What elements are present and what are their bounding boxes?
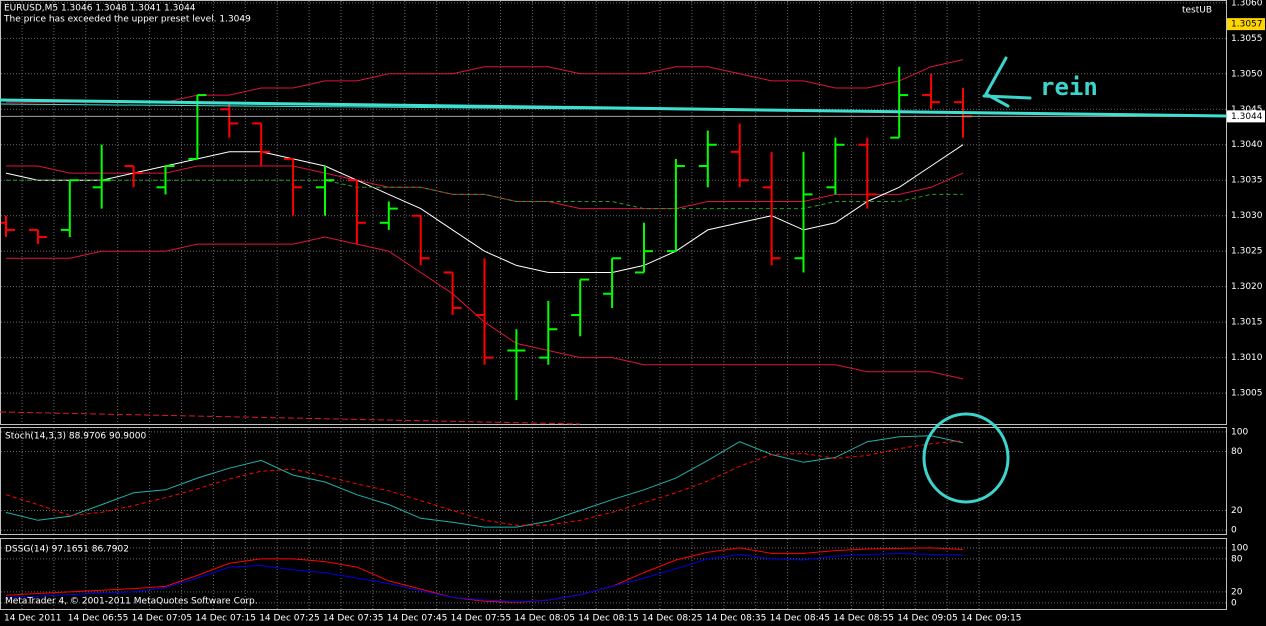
indicator-title: DSSG(14) 97.1651 86.7902 <box>5 545 129 555</box>
y-tick-label: 80 <box>1231 447 1243 457</box>
y-tick-label: 1.3005 <box>1231 389 1263 399</box>
y-tick-label: 100 <box>1231 543 1248 553</box>
x-tick-label: 14 Dec 07:25 <box>259 614 320 624</box>
last-price-label: 1.3044 <box>1231 112 1263 122</box>
x-tick-label: 14 Dec 2011 <box>4 614 62 624</box>
x-tick-label: 14 Dec 09:05 <box>897 614 958 624</box>
indicator-line <box>5 440 964 526</box>
indicator-line <box>5 435 964 528</box>
y-tick-label: 1.3010 <box>1231 353 1263 363</box>
y-tick-label: 0 <box>1231 526 1237 536</box>
y-tick-label: 1.3045 <box>1231 105 1263 115</box>
x-tick-label: 14 Dec 08:15 <box>578 614 639 624</box>
alert-level-box <box>1227 18 1265 31</box>
trend-line <box>0 103 961 113</box>
x-tick-label: 14 Dec 07:05 <box>132 614 193 624</box>
y-tick-label: 1.3040 <box>1231 140 1263 150</box>
chart-subtitle: The price has exceeded the upper preset … <box>3 15 251 25</box>
hand-note: rein <box>1040 73 1098 101</box>
dssg-panel-frame <box>0 538 1227 610</box>
y-tick-label: 20 <box>1231 587 1243 597</box>
y-tick-label: 1.3015 <box>1231 318 1263 328</box>
y-tick-label: 0 <box>1231 598 1237 608</box>
y-tick-label: 20 <box>1231 506 1243 516</box>
y-tick-label: 1.3035 <box>1231 176 1263 186</box>
indicator-title: Stoch(14,3,3) 88.9706 90.9000 <box>5 432 146 442</box>
trend-line <box>0 98 1227 118</box>
x-tick-label: 14 Dec 06:55 <box>68 614 129 624</box>
y-tick-label: 100 <box>1231 427 1248 437</box>
y-tick-label: 1.3025 <box>1231 247 1263 257</box>
indicator-line <box>5 552 964 603</box>
x-tick-label: 14 Dec 07:35 <box>323 614 384 624</box>
x-tick-label: 14 Dec 08:05 <box>514 614 575 624</box>
x-tick-label: 14 Dec 07:55 <box>451 614 512 624</box>
x-tick-label: 14 Dec 07:45 <box>387 614 448 624</box>
y-tick-label: 1.3030 <box>1231 211 1263 221</box>
indicator-line <box>5 547 964 603</box>
last-price-box <box>1227 110 1265 123</box>
hand-arrow <box>982 56 1032 108</box>
x-tick-label: 14 Dec 08:35 <box>706 614 767 624</box>
hand-circle <box>922 412 1010 504</box>
level-line <box>0 411 581 425</box>
main-panel-frame <box>0 0 1227 425</box>
x-tick-label: 14 Dec 07:15 <box>195 614 256 624</box>
y-tick-label: 1.3020 <box>1231 282 1263 292</box>
y-tick-label: 1.3055 <box>1231 34 1263 44</box>
stoch-panel-frame <box>0 427 1227 535</box>
y-tick-label: 1.3060 <box>1231 0 1263 8</box>
x-tick-label: 14 Dec 08:25 <box>642 614 703 624</box>
x-tick-label: 14 Dec 08:55 <box>833 614 894 624</box>
y-tick-label: 1.3050 <box>1231 69 1263 79</box>
expert-label: testUB <box>1182 6 1212 16</box>
chart-title: EURUSD,M5 1.3046 1.3048 1.3041 1.3044 <box>4 4 196 14</box>
footer: MetaTrader 4, © 2001-2011 MetaQuotes Sof… <box>5 597 258 607</box>
alert-level-label: 1.3057 <box>1231 20 1263 30</box>
x-tick-label: 14 Dec 08:45 <box>770 614 831 624</box>
x-tick-label: 14 Dec 09:15 <box>961 614 1022 624</box>
y-tick-label: 80 <box>1231 554 1243 564</box>
